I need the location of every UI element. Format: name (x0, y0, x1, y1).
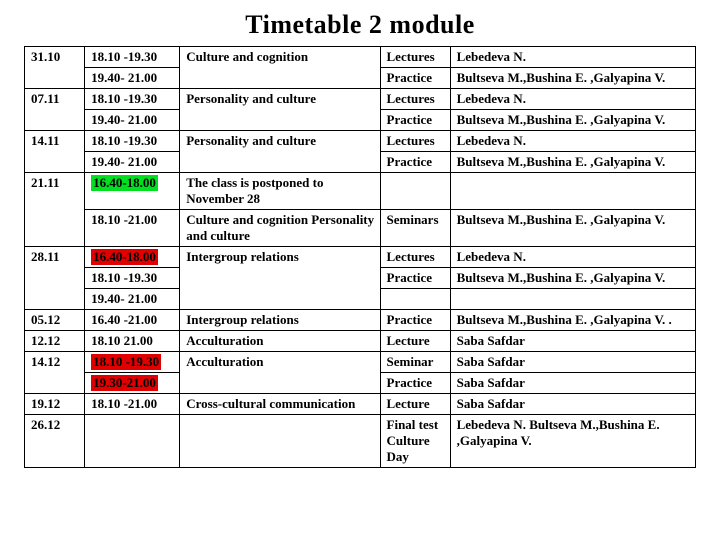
cell-instructor: Saba Safdar (450, 394, 695, 415)
cell-course: Culture and cognition (180, 47, 380, 89)
cell-date: 05.12 (25, 310, 85, 331)
table-row: 18.10 -21.00Culture and cognition Person… (25, 210, 696, 247)
cell-course: Intergroup relations (180, 247, 380, 310)
cell-type: Lectures (380, 89, 450, 110)
cell-instructor: Lebedeva N. (450, 89, 695, 110)
page-title: Timetable 2 module (24, 10, 696, 40)
cell-time: 18.10 -21.00 (85, 394, 180, 415)
cell-instructor: Saba Safdar (450, 373, 695, 394)
cell-time: 18.10 -19.30 (85, 131, 180, 152)
cell-instructor: Lebedeva N. (450, 247, 695, 268)
cell-date: 19.12 (25, 394, 85, 415)
cell-type: Practice (380, 268, 450, 289)
cell-date: 14.11 (25, 131, 85, 173)
cell-instructor: Bultseva M.,Bushina E. ,Galyapina V. (450, 68, 695, 89)
cell-time: 18.10 -19.30 (85, 47, 180, 68)
cell-instructor: Bultseva M.,Bushina E. ,Galyapina V. (450, 110, 695, 131)
cell-time: 16.40-18.00 (85, 173, 180, 210)
cell-course: Acculturation (180, 331, 380, 352)
cell-instructor: Saba Safdar (450, 352, 695, 373)
cell-instructor: Lebedeva N. Bultseva M.,Bushina E. ,Galy… (450, 415, 695, 468)
timetable: 31.1018.10 -19.30Culture and cognitionLe… (24, 46, 696, 468)
cell-date: 12.12 (25, 331, 85, 352)
cell-course: Personality and culture (180, 131, 380, 173)
cell-type (380, 173, 450, 210)
cell-instructor: Saba Safdar (450, 331, 695, 352)
cell-type: Seminar (380, 352, 450, 373)
cell-course: Intergroup relations (180, 310, 380, 331)
table-row: 19.1218.10 -21.00Cross-cultural communic… (25, 394, 696, 415)
cell-date: 28.11 (25, 247, 85, 310)
cell-type: Lectures (380, 131, 450, 152)
table-row: 26.12 Final test Culture DayLebedeva N. B… (25, 415, 696, 468)
cell-time: 18.10 -21.00 (85, 210, 180, 247)
cell-course: Acculturation (180, 352, 380, 394)
cell-instructor: Lebedeva N. (450, 131, 695, 152)
cell-date: 07.11 (25, 89, 85, 131)
cell-time: 19.40- 21.00 (85, 289, 180, 310)
cell-time: 19.40- 21.00 (85, 152, 180, 173)
cell-course: The class is postponed to November 28 (180, 173, 380, 210)
cell-type: Practice (380, 68, 450, 89)
cell-date: 14.12 (25, 352, 85, 394)
table-row: 31.1018.10 -19.30Culture and cognitionLe… (25, 47, 696, 68)
cell-date: 21.11 (25, 173, 85, 247)
cell-instructor: Bultseva M.,Bushina E. ,Galyapina V. . (450, 310, 695, 331)
cell-type: Practice (380, 373, 450, 394)
cell-instructor (450, 173, 695, 210)
cell-instructor: Bultseva M.,Bushina E. ,Galyapina V. (450, 268, 695, 289)
cell-course: Culture and cognition Personality and cu… (180, 210, 380, 247)
table-row: 14.1218.10 -19.30AcculturationSeminarSab… (25, 352, 696, 373)
table-row: 14.1118.10 -19.30Personality and culture… (25, 131, 696, 152)
table-row: 12.1218.10 21.00AcculturationLectureSaba… (25, 331, 696, 352)
cell-type: Lectures (380, 47, 450, 68)
cell-instructor (450, 289, 695, 310)
cell-type: Lecture (380, 331, 450, 352)
cell-time: 18.10 -19.30 (85, 89, 180, 110)
cell-time: 19.40- 21.00 (85, 110, 180, 131)
cell-type: Lectures (380, 247, 450, 268)
cell-instructor: Bultseva M.,Bushina E. ,Galyapina V. (450, 152, 695, 173)
cell-course (180, 415, 380, 468)
cell-date: 26.12 (25, 415, 85, 468)
table-row: 07.1118.10 -19.30Personality and culture… (25, 89, 696, 110)
cell-type: Final test Culture Day (380, 415, 450, 468)
cell-instructor: Lebedeva N. (450, 47, 695, 68)
cell-type: Seminars (380, 210, 450, 247)
table-row: 05.1216.40 -21.00Intergroup relationsPra… (25, 310, 696, 331)
cell-date: 31.10 (25, 47, 85, 89)
cell-time: 18.10 -19.30 (85, 352, 180, 373)
table-row: 28.1116.40-18.00Intergroup relationsLect… (25, 247, 696, 268)
cell-time: 16.40 -21.00 (85, 310, 180, 331)
cell-time: 19.30-21.00 (85, 373, 180, 394)
table-row: 21.1116.40-18.00The class is postponed t… (25, 173, 696, 210)
cell-type: Practice (380, 110, 450, 131)
cell-time: 18.10 -19.30 (85, 268, 180, 289)
cell-course: Cross-cultural communication (180, 394, 380, 415)
cell-course: Personality and culture (180, 89, 380, 131)
cell-time: 18.10 21.00 (85, 331, 180, 352)
cell-instructor: Bultseva M.,Bushina E. ,Galyapina V. (450, 210, 695, 247)
cell-type (380, 289, 450, 310)
cell-type: Practice (380, 310, 450, 331)
cell-time: 19.40- 21.00 (85, 68, 180, 89)
cell-type: Lecture (380, 394, 450, 415)
page: Timetable 2 module 31.1018.10 -19.30Cult… (0, 0, 720, 540)
timetable-body: 31.1018.10 -19.30Culture and cognitionLe… (25, 47, 696, 468)
cell-time: 16.40-18.00 (85, 247, 180, 268)
cell-type: Practice (380, 152, 450, 173)
cell-time (85, 415, 180, 468)
